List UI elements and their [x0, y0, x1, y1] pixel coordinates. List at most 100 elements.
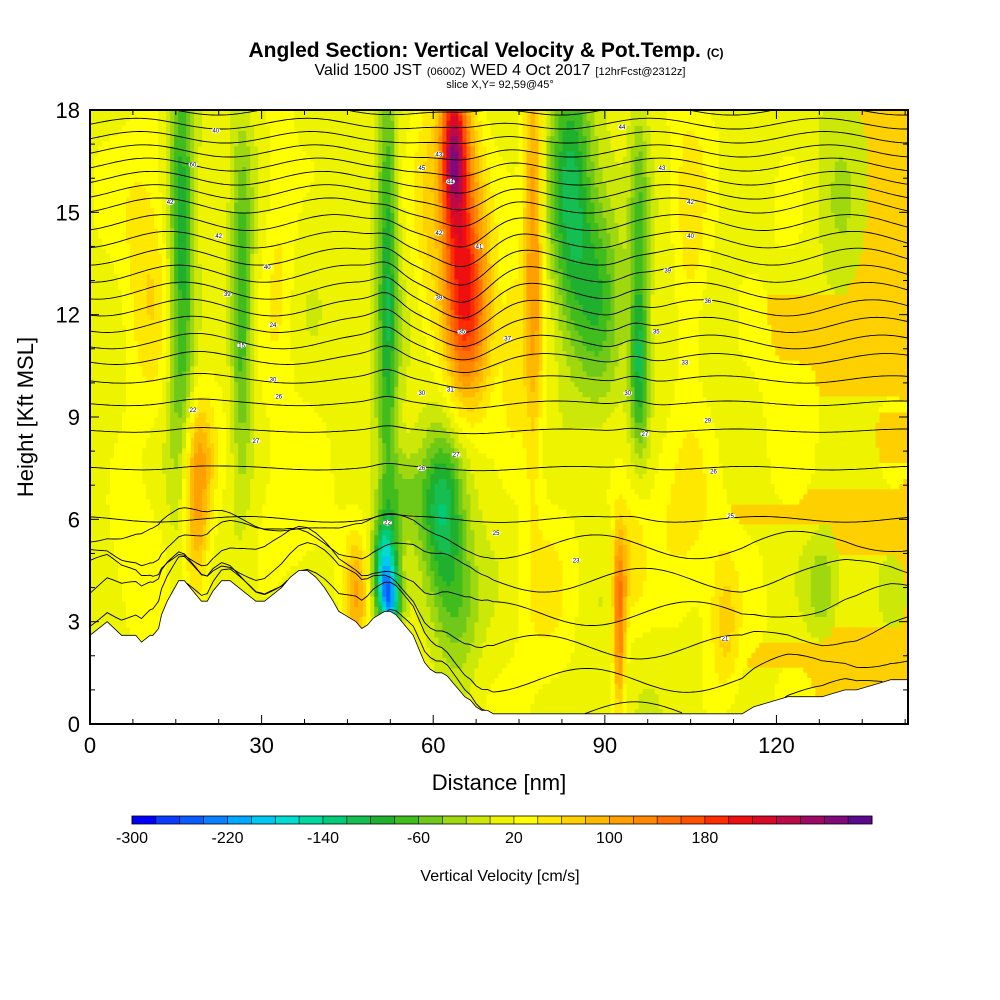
colorbar-swatch: [752, 816, 777, 824]
colorbar-swatch: [155, 816, 181, 824]
contour-label: 24: [268, 322, 278, 329]
contour-label: 44: [617, 124, 627, 131]
contour-label: 36: [703, 298, 713, 305]
contour-label: 45: [417, 165, 427, 172]
contour-label: 27: [451, 451, 461, 459]
chart-title-tag: (C): [707, 46, 724, 60]
colorbar-swatch: [728, 816, 754, 824]
contour-label: 30: [623, 390, 633, 397]
isentrope-line: [90, 170, 908, 194]
contour-label: 27: [640, 431, 650, 438]
isentrope-line: [90, 131, 908, 145]
colorbar-swatch: [442, 816, 467, 824]
contour-label: 23: [571, 557, 581, 564]
colorbar-tick-label: -300: [116, 830, 148, 847]
isentrope-line: [90, 396, 908, 409]
contour-label: 26: [274, 393, 284, 401]
contour-label: 15: [237, 342, 247, 349]
colorbar-swatch: [776, 816, 801, 824]
colorbar: -300 -220 -140 -60 20 100 180: [116, 815, 873, 847]
colorbar-swatch: [466, 816, 491, 824]
contour-label: 25: [726, 513, 736, 520]
y-tick-label: 3: [68, 610, 80, 635]
colorbar-swatch: [299, 816, 324, 824]
contour-label: 22: [383, 519, 392, 527]
colorbar-swatch: [824, 816, 849, 824]
subtitle-forecast: [12hrFcst@2312z]: [595, 66, 685, 78]
colorbar-swatch: [490, 816, 515, 824]
colorbar-swatch: [561, 816, 586, 824]
colorbar-swatch: [275, 816, 300, 824]
colorbar-swatch: [132, 816, 157, 824]
colorbar-swatch: [704, 816, 730, 824]
y-tick-label: 0: [68, 712, 80, 737]
colorbar-swatch: [681, 816, 706, 824]
contour-label: 35: [651, 328, 661, 336]
x-axis-label: Distance [nm]: [432, 770, 567, 795]
isentrope-line: [90, 326, 908, 361]
colorbar-swatch: [179, 816, 205, 824]
chart-title: Angled Section: Vertical Velocity & Pot.…: [248, 39, 723, 62]
x-tick-label: 0: [84, 733, 96, 758]
contour-label: 39: [222, 291, 232, 298]
contour-label: 40: [262, 264, 272, 271]
contour-label: 40: [211, 127, 221, 135]
contour-labels: 40 60 42 42 40 39 24 15 30 26 22 27 45 43 44 42 41 39 35 37…: [165, 124, 736, 643]
colorbar-swatch: [370, 816, 395, 824]
isentrope-line: [90, 246, 908, 286]
colorbar-tick-label: 180: [692, 830, 719, 847]
y-tick-label: 15: [56, 200, 80, 225]
colorbar-swatch: [800, 816, 825, 824]
colorbar-label: Vertical Velocity [cm/s]: [420, 868, 579, 885]
contour-label: 25: [491, 530, 501, 537]
colorbar-tick-label: 20: [505, 830, 523, 847]
y-tick-label: 18: [56, 98, 80, 123]
isentrope-line: [90, 425, 908, 435]
isentrope-line: [90, 507, 908, 560]
contour-label: 42: [165, 199, 175, 206]
colorbar-swatch: [537, 816, 563, 824]
isentrope-line: [90, 542, 908, 660]
isentrope-line: [90, 556, 908, 693]
contour-label: 30: [268, 376, 278, 384]
contour-label: 30: [417, 390, 427, 397]
x-tick-label: 90: [593, 733, 617, 758]
isentrope-line: [90, 513, 908, 523]
contour-label: 31: [445, 386, 455, 394]
isentrope-line: [90, 519, 908, 593]
isentrope-line: [90, 345, 908, 373]
isentrope-line: [90, 308, 908, 347]
contour-label: 43: [657, 165, 667, 172]
potential-temperature-contours: [90, 92, 908, 715]
colorbar-tick-label: 100: [596, 830, 623, 847]
contour-label: 35: [457, 328, 467, 336]
isentrope-line: [90, 92, 908, 102]
isentrope-line: [90, 144, 908, 161]
colorbar-swatch: [848, 816, 873, 824]
contour-label: 42: [686, 199, 696, 206]
subtitle-date: WED 4 Oct 2017: [470, 62, 590, 79]
contour-label: 21: [720, 635, 730, 643]
isentrope-line: [90, 230, 908, 267]
colorbar-swatch: [633, 816, 658, 824]
colorbar-swatch: [609, 816, 634, 824]
contour-label: 43: [434, 151, 444, 158]
colorbar-swatch: [418, 816, 443, 824]
x-tick-label: 60: [421, 733, 445, 758]
contour-label: 26: [417, 465, 427, 472]
colorbar-swatch: [657, 816, 682, 824]
isentrope-line: [90, 117, 908, 130]
colorbar-tick-label: -60: [407, 830, 430, 847]
isentrope-line: [90, 261, 908, 303]
contour-label: 60: [188, 161, 198, 169]
y-tick-label: 12: [56, 303, 80, 328]
isentrope-line: [90, 292, 908, 334]
contour-label: 33: [680, 359, 690, 366]
chart-title-main: Angled Section: Vertical Velocity & Pot.…: [248, 39, 700, 62]
colorbar-tick-label: -140: [307, 830, 339, 847]
x-axis: 0 30 60 90 120: [84, 110, 906, 758]
colorbar-swatch: [227, 816, 252, 824]
contour-label: 39: [434, 294, 444, 302]
contour-label: 26: [709, 468, 718, 476]
